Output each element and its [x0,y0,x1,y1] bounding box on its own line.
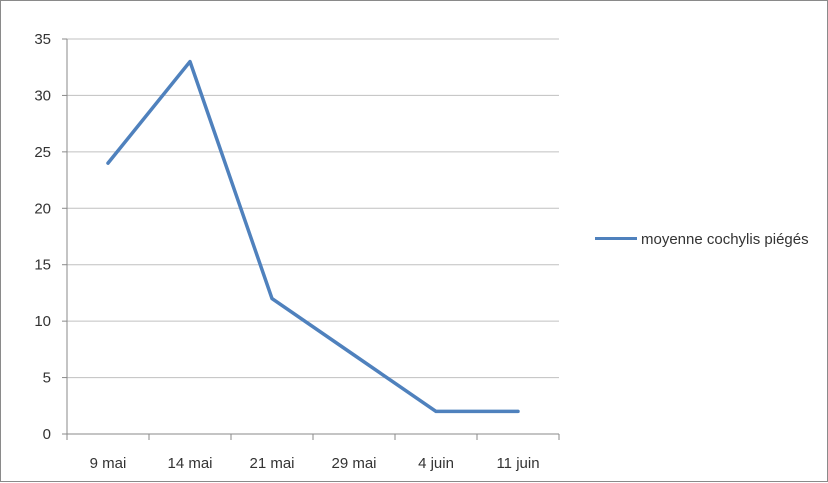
x-tick-label: 9 mai [90,455,127,472]
data-point [270,297,274,301]
legend-swatch [595,237,637,240]
x-tick-label: 4 juin [418,455,454,472]
y-tick-label: 0 [43,426,51,443]
y-axis-tick-labels: 0 5 10 15 20 25 30 35 [34,31,51,443]
y-tick-label: 35 [34,31,51,48]
x-tick-label: 11 juin [496,455,539,472]
y-tick-label: 15 [34,257,51,274]
x-tick-label: 29 mai [331,455,376,472]
axes [62,38,560,440]
x-tick-label: 21 mai [249,455,294,472]
y-tick-label: 25 [34,144,51,161]
x-tick-label: 14 mai [167,455,212,472]
data-point [106,161,110,165]
series-layer [106,59,520,414]
data-point [434,409,438,413]
x-axis-tick-labels: 9 mai 14 mai 21 mai 29 mai 4 juin 11 juin [90,455,540,472]
y-tick-label: 10 [34,313,51,330]
data-point [188,60,192,64]
legend: moyenne cochylis piégés [595,228,820,251]
data-point [516,409,520,413]
y-tick-label: 20 [34,200,51,217]
y-tick-label: 5 [43,370,51,387]
legend-label: moyenne cochylis piégés [641,231,809,248]
data-point [352,353,356,357]
series-line [106,59,520,414]
y-tick-label: 30 [34,87,51,104]
gridlines [67,38,559,379]
